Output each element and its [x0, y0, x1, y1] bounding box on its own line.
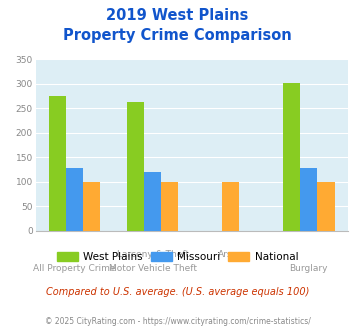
Bar — [83, 182, 100, 231]
Text: Property Crime Comparison: Property Crime Comparison — [63, 28, 292, 43]
Bar — [66, 168, 83, 231]
Text: All Property Crime: All Property Crime — [33, 264, 116, 273]
Text: Motor Vehicle Theft: Motor Vehicle Theft — [109, 264, 197, 273]
Bar — [161, 182, 179, 231]
Legend: West Plains, Missouri, National: West Plains, Missouri, National — [53, 248, 302, 266]
Text: Larceny & Theft: Larceny & Theft — [116, 250, 189, 259]
Bar — [283, 83, 300, 231]
Text: Arson: Arson — [218, 250, 244, 259]
Bar — [127, 102, 144, 231]
Text: Compared to U.S. average. (U.S. average equals 100): Compared to U.S. average. (U.S. average … — [46, 287, 309, 297]
Bar — [49, 96, 66, 231]
Bar — [222, 182, 239, 231]
Text: Burglary: Burglary — [290, 264, 328, 273]
Bar — [144, 172, 161, 231]
Bar — [300, 168, 317, 231]
Bar — [317, 182, 335, 231]
Text: © 2025 CityRating.com - https://www.cityrating.com/crime-statistics/: © 2025 CityRating.com - https://www.city… — [45, 317, 310, 326]
Text: 2019 West Plains: 2019 West Plains — [106, 8, 249, 23]
